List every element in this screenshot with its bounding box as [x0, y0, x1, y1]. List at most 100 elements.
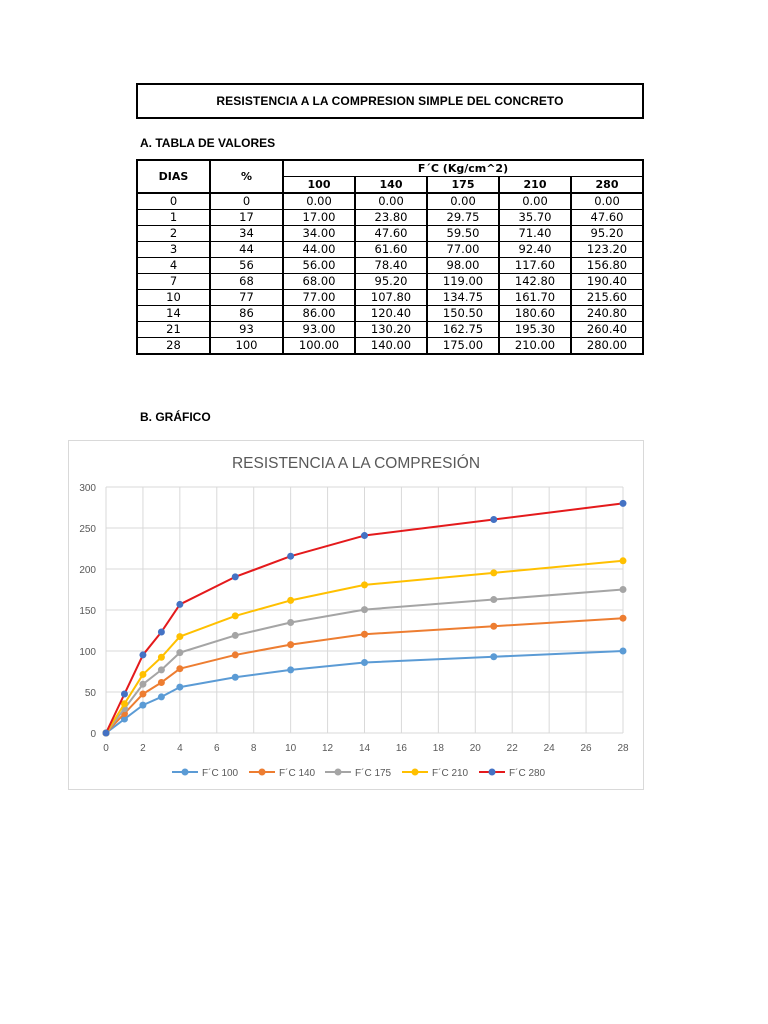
x-tick-label: 16: [396, 743, 408, 754]
chart-legend: F´C 100 F´C 140 F´C 175 F´C 210 F´C 280: [172, 767, 546, 779]
document-title: RESISTENCIA A LA COMPRESION SIMPLE DEL C…: [136, 83, 644, 119]
data-point-marker: [619, 614, 627, 622]
data-point-marker: [361, 581, 368, 589]
cell-percent: 34: [209, 225, 284, 242]
x-tick-label: 6: [214, 743, 220, 754]
legend-item: F´C 140: [249, 767, 316, 779]
cell-fc-100: 100.00: [282, 337, 356, 355]
cell-fc-100: 93.00: [282, 321, 356, 338]
legend-label: F´C 140: [279, 767, 316, 779]
cell-percent: 0: [209, 192, 284, 210]
cell-fc-210: 210.00: [498, 337, 572, 355]
data-point-marker: [231, 573, 239, 581]
cell-dias: 21: [136, 321, 211, 338]
header-percent: %: [209, 159, 284, 194]
cell-percent: 44: [209, 241, 284, 258]
data-point-marker: [139, 651, 147, 659]
table-row: 10 77 77.00 107.80 134.75 161.70 215.60: [136, 289, 644, 306]
data-point-marker: [490, 653, 498, 661]
cell-dias: 28: [136, 337, 211, 355]
legend-item: F´C 175: [325, 767, 392, 779]
cell-fc-100: 68.00: [282, 273, 356, 290]
x-tick-label: 22: [507, 743, 519, 754]
cell-fc-280: 280.00: [570, 337, 644, 355]
data-point-marker: [287, 666, 295, 674]
data-point-marker: [490, 596, 498, 604]
cell-fc-140: 107.80: [354, 289, 428, 306]
data-point-marker: [619, 557, 627, 565]
cell-fc-280: 156.80: [570, 257, 644, 274]
data-point-marker: [490, 515, 498, 523]
legend-label: F´C 280: [509, 767, 546, 779]
legend-item: F´C 100: [172, 767, 239, 779]
data-point-marker: [361, 658, 368, 666]
cell-fc-210: 35.70: [498, 209, 572, 226]
cell-fc-210: 0.00: [498, 192, 572, 210]
data-point-marker: [102, 729, 110, 737]
series-280: [102, 499, 627, 737]
cell-fc-175: 134.75: [426, 289, 500, 306]
cell-percent: 68: [209, 273, 284, 290]
y-tick-label: 200: [79, 565, 96, 576]
cell-fc-280: 215.60: [570, 289, 644, 306]
y-tick-label: 100: [79, 647, 96, 658]
data-point-marker: [176, 649, 184, 657]
cell-fc-210: 117.60: [498, 257, 572, 274]
data-point-marker: [231, 673, 239, 681]
x-tick-label: 8: [251, 743, 257, 754]
y-tick-label: 0: [90, 729, 96, 740]
data-point-marker: [490, 622, 498, 630]
table-row: 1 17 17.00 23.80 29.75 35.70 47.60: [136, 209, 644, 226]
data-point-marker: [619, 647, 627, 655]
cell-dias: 14: [136, 305, 211, 322]
table-row: 0 0 0.00 0.00 0.00 0.00 0.00: [136, 192, 644, 210]
table-row: 28 100 100.00 140.00 175.00 210.00 280.00: [136, 337, 644, 355]
data-point-marker: [231, 631, 239, 639]
data-point-marker: [287, 596, 295, 604]
legend-label: F´C 175: [355, 767, 392, 779]
data-point-marker: [619, 499, 627, 507]
data-point-marker: [157, 678, 165, 686]
cell-fc-140: 95.20: [354, 273, 428, 290]
data-point-marker: [157, 666, 165, 674]
cell-fc-280: 240.80: [570, 305, 644, 322]
table-row: 7 68 68.00 95.20 119.00 142.80 190.40: [136, 273, 644, 290]
cell-dias: 7: [136, 273, 211, 290]
cell-fc-140: 61.60: [354, 241, 428, 258]
header-fc-280: 280: [570, 176, 644, 194]
cell-fc-175: 162.75: [426, 321, 500, 338]
data-point-marker: [176, 683, 184, 691]
data-point-marker: [139, 690, 147, 698]
x-tick-label: 26: [581, 743, 593, 754]
header-fc-175: 175: [426, 176, 500, 194]
cell-fc-100: 17.00: [282, 209, 356, 226]
legend-item: F´C 280: [479, 767, 546, 779]
cell-dias: 0: [136, 192, 211, 210]
data-point-marker: [120, 715, 128, 723]
cell-fc-175: 59.50: [426, 225, 500, 242]
cell-fc-210: 180.60: [498, 305, 572, 322]
cell-fc-140: 130.20: [354, 321, 428, 338]
cell-fc-140: 140.00: [354, 337, 428, 355]
cell-dias: 3: [136, 241, 211, 258]
data-point-marker: [139, 670, 147, 678]
cell-fc-140: 0.00: [354, 192, 428, 210]
cell-fc-280: 260.40: [570, 321, 644, 338]
section-a-heading: A. TABLA DE VALORES: [140, 136, 276, 150]
cell-percent: 93: [209, 321, 284, 338]
series-175: [102, 586, 627, 737]
data-point-marker: [287, 552, 295, 560]
table-row: 21 93 93.00 130.20 162.75 195.30 260.40: [136, 321, 644, 338]
x-axis-ticks: 0 2 4 6 8 10 12 14 16 18 20 22 24 26 28: [103, 743, 629, 754]
y-tick-label: 150: [79, 606, 96, 617]
y-tick-label: 50: [85, 688, 97, 699]
cell-fc-175: 0.00: [426, 192, 500, 210]
data-point-marker: [361, 532, 368, 540]
cell-fc-140: 78.40: [354, 257, 428, 274]
cell-fc-140: 47.60: [354, 225, 428, 242]
x-tick-label: 10: [285, 743, 297, 754]
header-fc-210: 210: [498, 176, 572, 194]
cell-fc-210: 195.30: [498, 321, 572, 338]
cell-fc-100: 44.00: [282, 241, 356, 258]
